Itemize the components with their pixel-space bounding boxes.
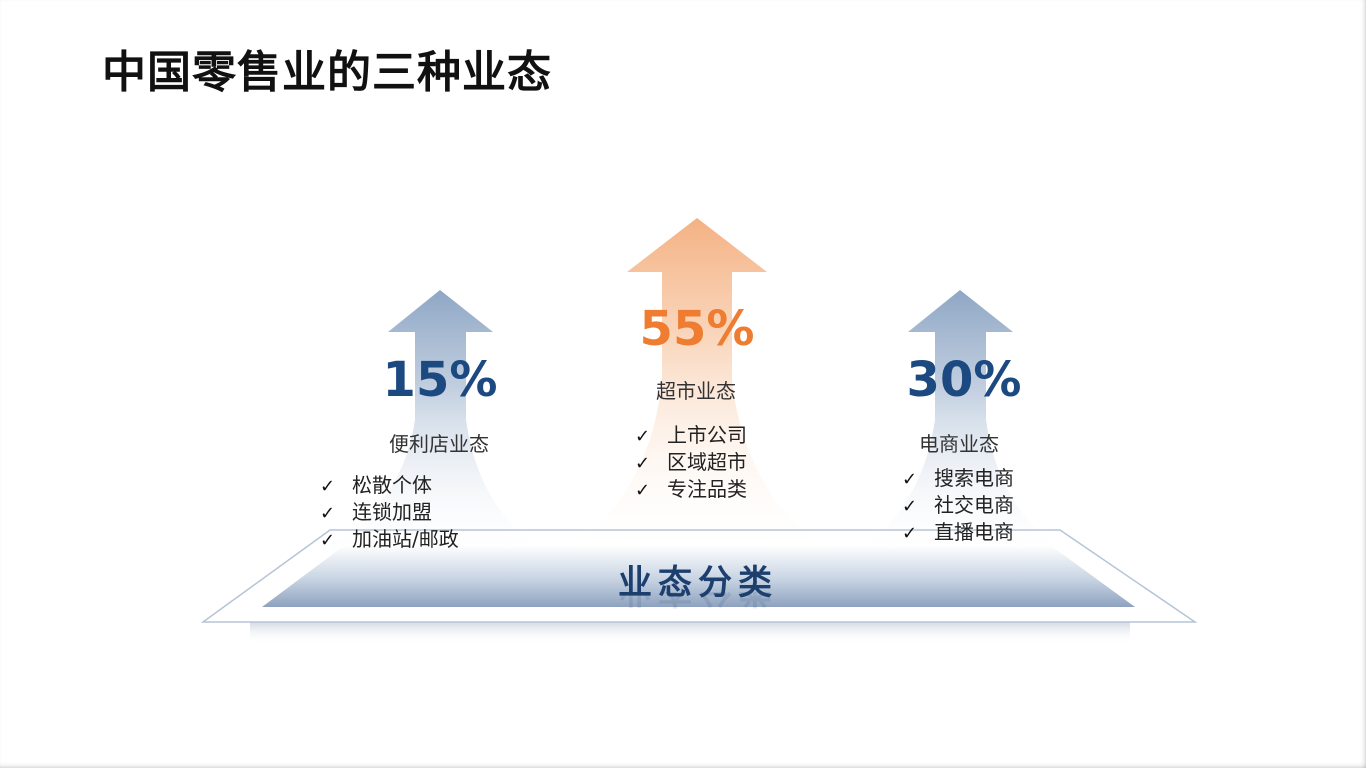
base-band: [262, 545, 1135, 607]
percent-ecommerce: 30%: [906, 352, 1022, 408]
center-arrow: [555, 218, 840, 560]
format-name-ecommerce: 电商业态: [919, 432, 999, 456]
list-convenience: ✓ 松散个体 ✓ 连锁加盟 ✓ 加油站/邮政: [320, 472, 459, 553]
format-name-supermarket: 超市业态: [656, 379, 736, 403]
list-supermarket: ✓ 上市公司 ✓ 区域超市 ✓ 专注品类: [635, 422, 747, 503]
list-ecommerce: ✓ 搜索电商 ✓ 社交电商 ✓ 直播电商: [902, 465, 1014, 546]
base-shadow: [250, 622, 1130, 644]
list-item: ✓ 直播电商: [902, 519, 1014, 546]
list-item: ✓ 搜索电商: [902, 465, 1014, 492]
page-title: 中国零售业的三种业态: [102, 47, 552, 98]
check-icon: ✓: [635, 480, 651, 501]
base-label: 业态分类: [618, 563, 778, 603]
check-icon: ✓: [902, 496, 918, 517]
format-name-convenience: 便利店业态: [389, 432, 489, 456]
list-item: ✓ 加油站/邮政: [320, 526, 459, 553]
list-item: ✓ 松散个体: [320, 472, 459, 499]
check-icon: ✓: [320, 530, 336, 551]
left-arrow: [300, 290, 560, 560]
list-item: ✓ 上市公司: [635, 422, 747, 449]
base-outline: [200, 529, 1198, 623]
percent-convenience: 15%: [382, 352, 498, 408]
percent-supermarket: 55%: [639, 301, 755, 357]
check-icon: ✓: [902, 469, 918, 490]
check-icon: ✓: [635, 426, 651, 447]
list-item: ✓ 专注品类: [635, 476, 747, 503]
right-arrow: [840, 290, 1080, 560]
base-label-reflection: 业态分类: [550, 592, 846, 618]
list-item: ✓ 连锁加盟: [320, 499, 459, 526]
check-icon: ✓: [902, 523, 918, 544]
check-icon: ✓: [635, 453, 651, 474]
check-icon: ✓: [320, 476, 336, 497]
list-item: ✓ 社交电商: [902, 492, 1014, 519]
check-icon: ✓: [320, 503, 336, 524]
list-item: ✓ 区域超市: [635, 449, 747, 476]
